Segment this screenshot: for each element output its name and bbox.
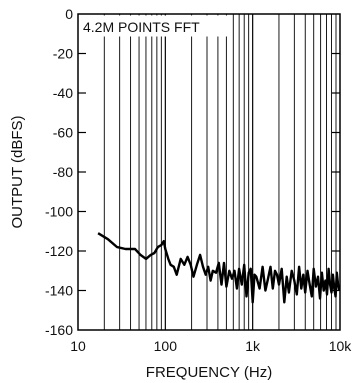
x-axis-label: FREQUENCY (Hz) — [146, 364, 272, 381]
y-tick-label: -40 — [53, 85, 73, 101]
x-tick-label: 100 — [154, 338, 178, 354]
y-tick-label: -80 — [53, 164, 73, 180]
series-line — [97, 232, 341, 304]
series-lines — [97, 232, 341, 304]
y-axis-ticks: 0 -20 -40 -60 -80 -100 -120 -140 -160 — [45, 6, 340, 338]
y-tick-label: -60 — [53, 125, 73, 141]
x-tick-label: 10 — [70, 338, 86, 354]
chart-annotation: 4.2M POINTS FFT — [83, 19, 200, 35]
y-tick-label: -160 — [45, 322, 73, 338]
annotation-background — [79, 15, 233, 37]
y-tick-label: -140 — [45, 283, 73, 299]
y-tick-label: -20 — [53, 46, 73, 62]
x-axis-ticks: 10 100 1k 10k — [70, 338, 352, 354]
x-tick-label: 1k — [245, 338, 261, 354]
y-axis-label: OUTPUT (dBFS) — [9, 115, 26, 228]
y-tick-label: 0 — [65, 6, 73, 22]
y-tick-label: -120 — [45, 243, 73, 259]
y-tick-label: -100 — [45, 204, 73, 220]
x-tick-label: 10k — [329, 338, 353, 354]
